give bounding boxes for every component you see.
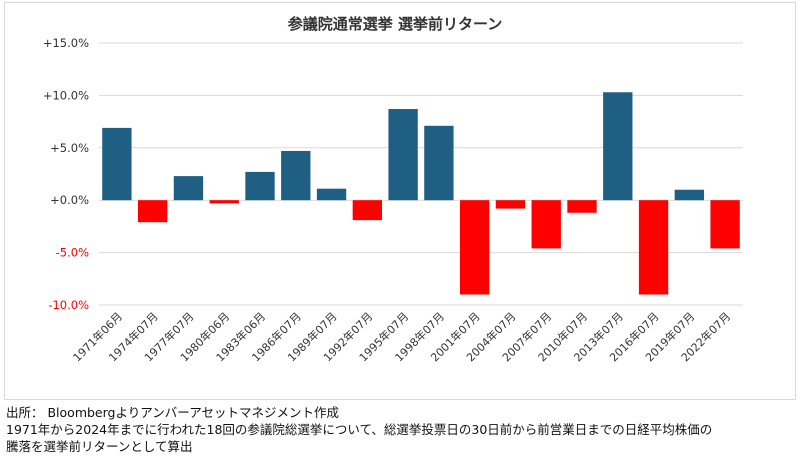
- y-tick-label: +10.0%: [43, 88, 89, 102]
- bar: [638, 200, 669, 295]
- bar: [137, 200, 168, 223]
- x-axis-tick-labels: 1971年06月1974年07月1977年07月1980年06月1983年06月…: [70, 309, 733, 364]
- y-tick-label: +5.0%: [50, 141, 89, 155]
- y-tick-label: +0.0%: [50, 193, 89, 207]
- bar: [603, 92, 633, 201]
- bar: [352, 200, 383, 221]
- bar: [710, 200, 740, 249]
- method-note-line2: 騰落を選挙前リターンとして算出: [6, 439, 193, 454]
- bar: [424, 125, 454, 201]
- y-axis-tick-labels: +15.0% +10.0% +5.0% +0.0% -5.0% -10.0%: [43, 36, 89, 312]
- y-tick-label: -10.0%: [48, 298, 89, 312]
- chart-frame: 参議院通常選挙 選挙前リターン +15.0% +10.0% +5.0% +0.0% -5…: [4, 2, 796, 400]
- bar: [245, 171, 275, 201]
- footer-notes: 出所： Bloombergよりアンバーアセットマネジメント作成 1971年から2…: [6, 404, 796, 455]
- bars: [102, 92, 740, 295]
- y-tick-label: +15.0%: [43, 36, 89, 50]
- bar: [388, 109, 418, 201]
- bar: [209, 200, 239, 204]
- y-tick-label: -5.0%: [56, 246, 89, 260]
- bar: [531, 200, 561, 249]
- bar: [316, 188, 347, 201]
- bar: [281, 150, 311, 201]
- bar: [173, 176, 204, 201]
- bar: [102, 127, 132, 201]
- bar: [567, 200, 597, 213]
- grid-lines: [99, 42, 743, 306]
- method-note-line1: 1971年から2024年までに行われた18回の参議院総選挙について、総選挙投票日…: [6, 422, 713, 437]
- bar: [459, 200, 490, 295]
- source-note: 出所： Bloombergよりアンバーアセットマネジメント作成: [6, 405, 339, 420]
- bar-chart: 参議院通常選挙 選挙前リターン +15.0% +10.0% +5.0% +0.0% -5…: [43, 15, 743, 364]
- bar: [495, 200, 526, 209]
- chart-title: 参議院通常選挙 選挙前リターン: [288, 15, 502, 33]
- bar: [674, 189, 705, 201]
